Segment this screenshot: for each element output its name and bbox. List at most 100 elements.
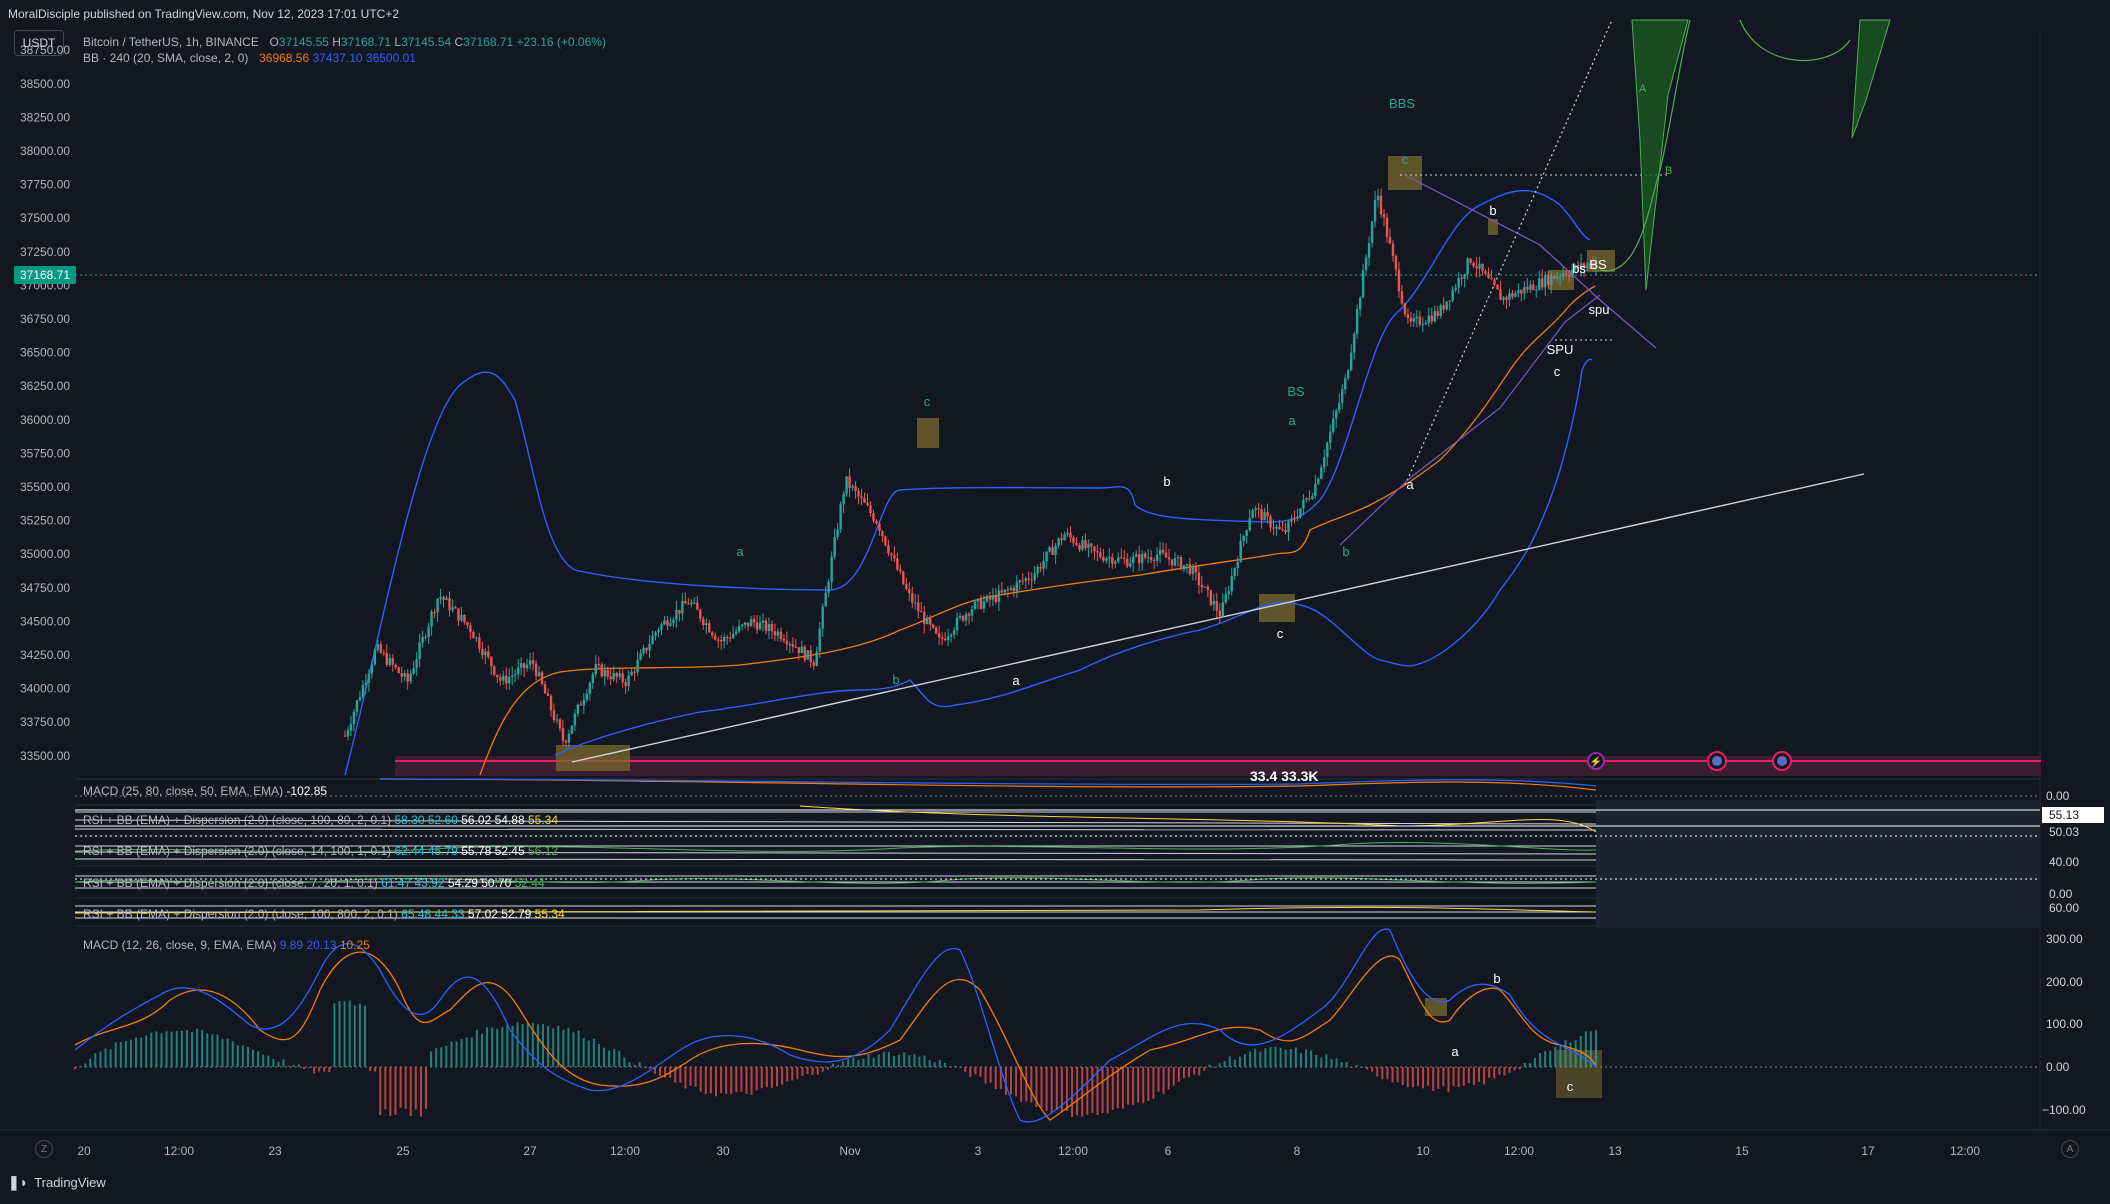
- pane-separators: [0, 30, 2110, 1131]
- candle-body: [1212, 601, 1216, 605]
- time-tick: 30: [716, 1144, 730, 1158]
- candle-body: [800, 646, 804, 654]
- candle-body: [1561, 273, 1565, 277]
- macd-hist-bar: [964, 1067, 967, 1073]
- candle-body: [1406, 314, 1410, 318]
- macd-hist-bar: [262, 1054, 265, 1067]
- price-axis[interactable]: 38750.00 38500.00 38250.00 38000.00 37750.00…: [20, 43, 70, 763]
- indicator-pane-rsi-2: [74, 835, 2040, 861]
- candle-body: [1352, 333, 1356, 353]
- macd-hist-bar: [643, 1067, 646, 1068]
- candle-body: [770, 623, 774, 632]
- macd-hist-bar: [1539, 1052, 1542, 1067]
- price-tick: 34500.00: [20, 614, 70, 628]
- candle-body: [1167, 557, 1171, 560]
- bb-lower-band: [554, 358, 1593, 756]
- candle-body: [797, 647, 801, 654]
- candle-body: [505, 675, 508, 684]
- macd-hist-bar: [1335, 1058, 1338, 1067]
- zoom-right-button[interactable]: A: [2061, 1140, 2079, 1158]
- candle-body: [705, 623, 708, 626]
- macd-hist-bar: [1411, 1067, 1414, 1088]
- macd-hist-bar: [119, 1042, 122, 1067]
- macd-hist-bar: [1595, 1030, 1597, 1067]
- time-tick: 6: [1165, 1144, 1172, 1158]
- macd-hist-bar: [1442, 1067, 1445, 1087]
- macd-hist-bar: [79, 1066, 82, 1068]
- candle-body: [1529, 284, 1532, 290]
- candle-body: [1553, 275, 1556, 279]
- candle-body: [806, 650, 809, 660]
- candle-body: [1341, 389, 1344, 403]
- macd-hist-bar: [745, 1067, 748, 1094]
- currency-button[interactable]: USDT: [14, 30, 64, 56]
- macd-hist-bar: [348, 1000, 351, 1067]
- candle-body: [737, 626, 741, 632]
- macd-hist-bar: [1025, 1067, 1028, 1102]
- price-tick: 34250.00: [20, 648, 70, 662]
- zoom-left-button[interactable]: Z: [35, 1140, 53, 1158]
- candle-body: [1099, 552, 1102, 558]
- time-axis[interactable]: 20 12:00 23 25 27 12:00 30 Nov 3 12:00 6 8 10 12:00 13…: [77, 1144, 1980, 1158]
- candle-body: [1009, 587, 1013, 590]
- candle-body: [1463, 274, 1466, 280]
- macd-hist-bar: [282, 1059, 285, 1067]
- event-icons[interactable]: ⚡: [1587, 751, 1792, 771]
- macd-hist-bar: [1513, 1067, 1516, 1071]
- macd-hist-bar: [374, 1067, 377, 1072]
- candle-body: [1248, 518, 1251, 531]
- candle-body: [549, 695, 553, 711]
- macd-hist-bar: [979, 1067, 982, 1077]
- candle-body: [1329, 431, 1332, 443]
- candle-body: [955, 617, 959, 631]
- candle-body: [997, 590, 1001, 602]
- candle-body: [1003, 589, 1007, 593]
- candle-body: [666, 620, 669, 626]
- candle-body: [1573, 265, 1577, 270]
- candle-body: [558, 719, 562, 729]
- macd-hist-bar: [603, 1047, 606, 1067]
- macd-hist-bar: [582, 1038, 585, 1067]
- price-tick: 36250.00: [20, 379, 70, 393]
- macd-hist-bar: [450, 1041, 453, 1067]
- candle-body: [722, 637, 726, 642]
- macd-line: [74, 928, 1597, 1123]
- candle-body: [887, 545, 890, 554]
- candle-body: [669, 623, 672, 626]
- macd-hist-bar: [1452, 1067, 1455, 1086]
- candle-body: [845, 476, 848, 494]
- macd-hist-bar: [1396, 1067, 1399, 1083]
- price-tick: 37750.00: [20, 178, 70, 192]
- macd-hist-bar: [1233, 1059, 1236, 1067]
- macd-hist-bar: [908, 1055, 911, 1067]
- candle-body: [1344, 378, 1347, 390]
- candle-body: [1129, 563, 1132, 567]
- candle-body: [361, 684, 365, 698]
- candle-body: [851, 486, 854, 488]
- candle-body: [812, 662, 815, 667]
- candle-body: [415, 659, 418, 668]
- candle-body: [946, 636, 950, 641]
- candle-body: [836, 529, 839, 537]
- footer-brand[interactable]: ❚◗ TradingView: [8, 1174, 106, 1191]
- macd-hist-bar: [750, 1067, 753, 1095]
- candle-body: [522, 663, 526, 668]
- macd-hist-bar: [852, 1057, 855, 1067]
- macd-hist-bar: [628, 1061, 631, 1067]
- candle-body: [475, 637, 478, 639]
- candle-body: [1230, 576, 1233, 592]
- candle-body: [842, 493, 845, 505]
- macd-hist-bar: [913, 1054, 916, 1067]
- candle-body: [466, 622, 469, 626]
- candle-body: [1478, 263, 1481, 269]
- candle-body: [385, 653, 388, 665]
- macd-hist-bar: [389, 1067, 392, 1116]
- candle-body: [1096, 551, 1099, 553]
- candle-body: [496, 674, 499, 678]
- macd-hist-bar: [623, 1057, 626, 1067]
- bb-upper-band: [344, 190, 1591, 776]
- pane-legend-rsi-3: RSI + BB (EMA) + Dispersion (2.0) (close…: [83, 876, 545, 890]
- candle-body: [409, 673, 412, 682]
- macd-hist-bar: [1432, 1067, 1435, 1092]
